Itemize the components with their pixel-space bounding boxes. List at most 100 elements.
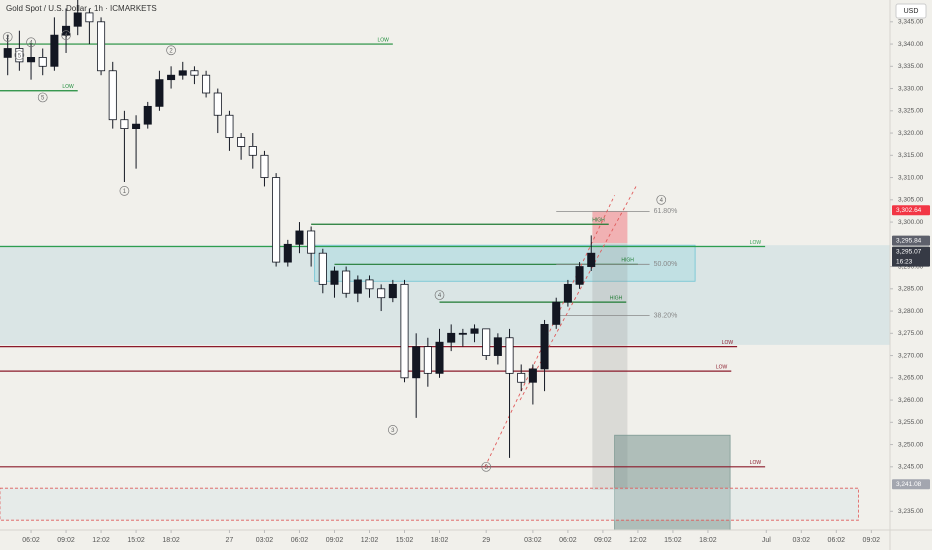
candle-body [318, 252, 327, 285]
level-label: LOW [377, 37, 389, 43]
candle-body [283, 243, 292, 263]
candle-body [3, 48, 12, 58]
annotation-circle [61, 30, 71, 41]
annotation-label: 4 [29, 40, 33, 46]
price-label: 3,295.07 [896, 248, 922, 255]
annotation-label: 5 [18, 53, 22, 59]
candle-body [412, 346, 421, 379]
y-tick-label: 3,250.00 [898, 441, 924, 448]
x-tick-label: 12:02 [629, 537, 647, 544]
annotation-circle [166, 45, 176, 56]
x-tick-label: 15:02 [396, 537, 414, 544]
x-tick-label: 09:02 [594, 537, 612, 544]
candle-body [272, 177, 281, 263]
fib-label: 61.80% [654, 208, 678, 215]
y-tick-label: 3,330.00 [898, 85, 924, 92]
currency-button[interactable] [895, 3, 927, 19]
annotation-circle [119, 186, 130, 196]
level-label: HIGH [610, 295, 623, 301]
candle-body [190, 70, 199, 76]
annotation-circle [37, 92, 48, 103]
candle-body [540, 324, 549, 370]
candle-body [435, 341, 444, 374]
candle-body [248, 146, 257, 156]
candle-body [50, 34, 59, 67]
candle-body [377, 288, 386, 299]
level-label: LOW [722, 340, 734, 346]
candle-body [458, 332, 467, 335]
candle-body [552, 301, 561, 325]
y-tick-label: 3,345.00 [898, 19, 924, 26]
level-label: HIGH [621, 258, 634, 264]
candle-body [73, 12, 82, 27]
plot: LOW LOW LOW HIGH HIGH HIGH LOW LOW LOW 61.80% 50.0… [0, 0, 890, 531]
candle-body [202, 74, 211, 94]
y-tick-label: 3,320.00 [898, 130, 924, 137]
y-tick-label: 3,275.00 [898, 330, 924, 337]
x-tick-label: 06:02 [22, 537, 40, 544]
x-tick-label: 15:02 [664, 537, 682, 544]
level-label: LOW [62, 84, 74, 90]
zone [314, 244, 696, 282]
y-tick-label: 3,255.00 [898, 419, 924, 426]
candle-body [15, 48, 24, 63]
y-tick-label: 3,260.00 [898, 397, 924, 404]
price-label-box [892, 235, 930, 246]
x-tick-label: Jul [762, 537, 771, 544]
annotation-label: 2 [6, 35, 10, 41]
annotation-label: 3 [391, 428, 395, 434]
price-label: 3,302.64 [896, 207, 922, 214]
x-tick-label: 18:02 [431, 537, 449, 544]
candle-body [85, 12, 94, 23]
annotation-label: 4 [660, 198, 664, 204]
zone [614, 434, 731, 531]
price-label-box [892, 246, 930, 267]
level-label: LOW [716, 364, 728, 370]
annotation-circle [26, 37, 36, 48]
x-tick-label: 03:02 [524, 537, 542, 544]
candle-body [587, 252, 596, 267]
annotation-label: 4 [64, 33, 68, 39]
price-label: 3,241.08 [896, 481, 922, 488]
candle-body [260, 154, 269, 178]
x-tick-label: 09:02 [57, 537, 75, 544]
x-tick-label: 09:02 [863, 537, 881, 544]
candle-body [167, 74, 176, 81]
level-label: LOW [750, 460, 762, 466]
y-tick-label: 3,270.00 [898, 352, 924, 359]
candle-body [388, 283, 397, 299]
candle-body [108, 70, 117, 121]
annotation-circle [2, 32, 13, 42]
fib-label: 50.00% [654, 261, 678, 268]
candle-body [563, 283, 572, 303]
trendline [519, 184, 638, 401]
candle-body [213, 92, 222, 116]
annotation-circle [656, 194, 667, 205]
y-tick-label: 3,310.00 [898, 174, 924, 181]
candle-body [470, 328, 479, 334]
x-tick-label: 18:02 [162, 537, 180, 544]
y-tick-label: 3,235.00 [898, 508, 924, 515]
x-tick-label: 27 [226, 537, 234, 544]
y-tick-label: 3,300.00 [898, 219, 924, 226]
price-label-box [892, 479, 930, 490]
currency[interactable]: USD [904, 8, 919, 15]
y-tick-label: 3,280.00 [898, 308, 924, 315]
y-tick-label: 3,340.00 [898, 41, 924, 48]
candle-body [447, 332, 456, 343]
y-tick-label: 3,305.00 [898, 197, 924, 204]
annotation-circle [481, 461, 492, 472]
candle-body [353, 279, 362, 294]
candle-body [295, 230, 304, 245]
x-tick-label: 06:02 [291, 537, 309, 544]
y-tick-label: 3,335.00 [898, 63, 924, 70]
price-label: 3,295.84 [896, 237, 922, 244]
candle-body [237, 137, 246, 147]
y-tick-label: 3,245.00 [898, 464, 924, 471]
candle-body [575, 266, 584, 285]
annotation-circle [14, 50, 25, 61]
price-label-sub: 16:23 [896, 258, 913, 265]
candle-body [132, 123, 141, 130]
